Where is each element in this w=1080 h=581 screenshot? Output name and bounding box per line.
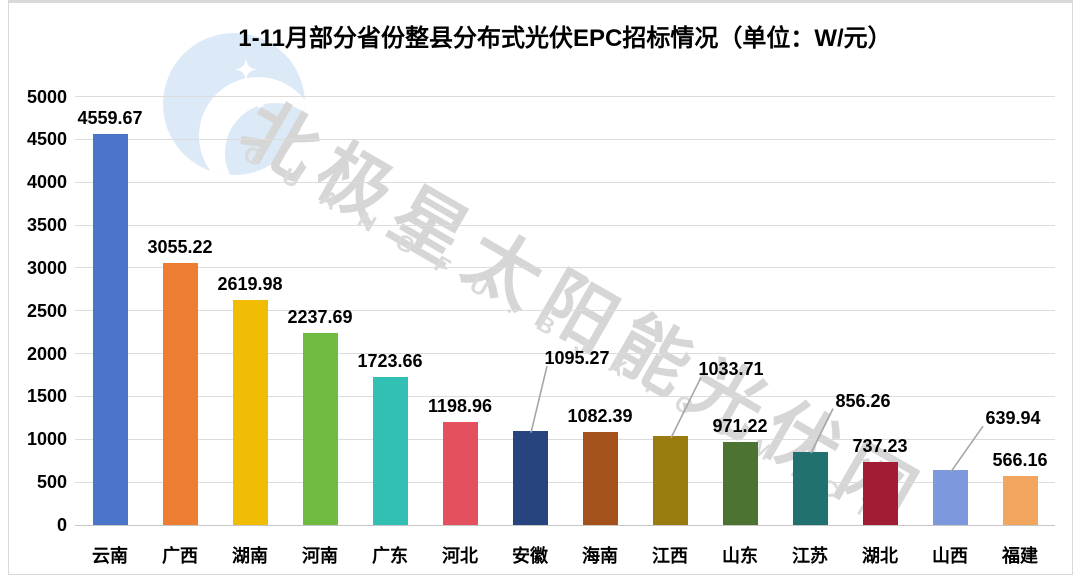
- logo-star-icon: ✦: [223, 85, 232, 96]
- x-axis-label-福建: 福建: [1002, 546, 1038, 566]
- value-label-云南: 4559.67: [77, 108, 143, 129]
- gridline-5000: [75, 96, 1055, 97]
- x-axis-label-海南: 海南: [582, 546, 618, 566]
- value-label-安徽: 1095.27: [544, 348, 610, 369]
- bar-河南: [302, 333, 338, 525]
- value-label-河北: 1198.96: [427, 396, 493, 417]
- logo-star-icon: ✦: [263, 77, 275, 93]
- y-tick-label-3500: 3500: [26, 215, 67, 236]
- value-label-湖南: 2619.98: [217, 274, 283, 295]
- gridline-2500: [75, 310, 1055, 312]
- x-axis-label-山东: 山东: [722, 546, 758, 566]
- value-label-湖北: 737.23: [852, 435, 908, 456]
- y-tick-label-1500: 1500: [26, 386, 67, 407]
- x-axis-label-江西: 江西: [652, 546, 688, 566]
- y-tick-label-4000: 4000: [26, 172, 67, 193]
- chart-frame-border: [8, 0, 1073, 575]
- value-label-江西: 1033.71: [698, 359, 764, 380]
- bar-安徽: [512, 431, 548, 525]
- bar-广东: [372, 377, 408, 525]
- value-label-海南: 1082.39: [567, 406, 633, 427]
- gridline-4500: [75, 138, 1055, 140]
- x-axis-label-河南: 河南: [302, 546, 338, 566]
- y-tick-label-4500: 4500: [26, 129, 67, 150]
- x-axis-label-山西: 山西: [932, 546, 968, 566]
- y-tick-label-0: 0: [56, 515, 67, 535]
- bar-江苏: [792, 451, 828, 525]
- value-label-山西: 639.94: [985, 408, 1041, 429]
- x-axis-line: [75, 524, 1055, 526]
- value-label-河南: 2237.69: [287, 307, 353, 328]
- gridline-3500: [75, 224, 1055, 226]
- logo-star-icon: ✦: [255, 99, 266, 113]
- x-axis-label-云南: 云南: [92, 546, 128, 566]
- bar-福建: [1002, 476, 1038, 525]
- y-tick-label-1000: 1000: [26, 429, 67, 450]
- x-axis-label-广东: 广东: [372, 546, 408, 566]
- bar-湖南: [232, 300, 268, 525]
- polestar-logo-watermark: ✦ ✦ ✦ ✦: [163, 33, 305, 175]
- bar-河北: [442, 422, 478, 525]
- logo-star-icon: ✦: [235, 55, 257, 85]
- value-label-福建: 566.16: [992, 450, 1048, 471]
- gridline-2000: [75, 353, 1055, 355]
- value-label-江苏: 856.26: [835, 390, 891, 411]
- gridline-500: [75, 481, 1055, 483]
- bar-云南: [92, 134, 128, 525]
- value-label-山东: 971.22: [712, 415, 768, 436]
- y-tick-label-2500: 2500: [26, 300, 67, 321]
- x-axis-label-湖南: 湖南: [232, 546, 268, 566]
- value-label-广西: 3055.22: [147, 237, 213, 258]
- x-axis-label-安徽: 安徽: [512, 546, 548, 566]
- y-tick-label-5000: 5000: [26, 86, 67, 107]
- bar-山东: [722, 441, 758, 525]
- gridline-4000: [75, 181, 1055, 183]
- bar-海南: [582, 432, 618, 525]
- y-tick-label-3000: 3000: [26, 257, 67, 278]
- bar-山西: [932, 470, 968, 525]
- x-axis-label-江苏: 江苏: [792, 546, 828, 566]
- value-label-广东: 1723.66: [357, 351, 423, 372]
- bar-湖北: [862, 461, 898, 525]
- bar-广西: [162, 263, 198, 525]
- gridline-3000: [75, 267, 1055, 269]
- gridline-1500: [75, 395, 1055, 397]
- chart-title: 1-11月部分省份整县分布式光伏EPC招标情况（单位：W/元）: [238, 25, 892, 52]
- x-axis-label-广西: 广西: [162, 546, 198, 566]
- y-tick-label-2000: 2000: [26, 343, 67, 364]
- x-axis-label-河北: 河北: [442, 546, 478, 566]
- bar-江西: [652, 436, 688, 525]
- y-tick-label-500: 500: [36, 472, 67, 493]
- gridline-1000: [75, 438, 1055, 440]
- x-axis-label-湖北: 湖北: [862, 546, 898, 566]
